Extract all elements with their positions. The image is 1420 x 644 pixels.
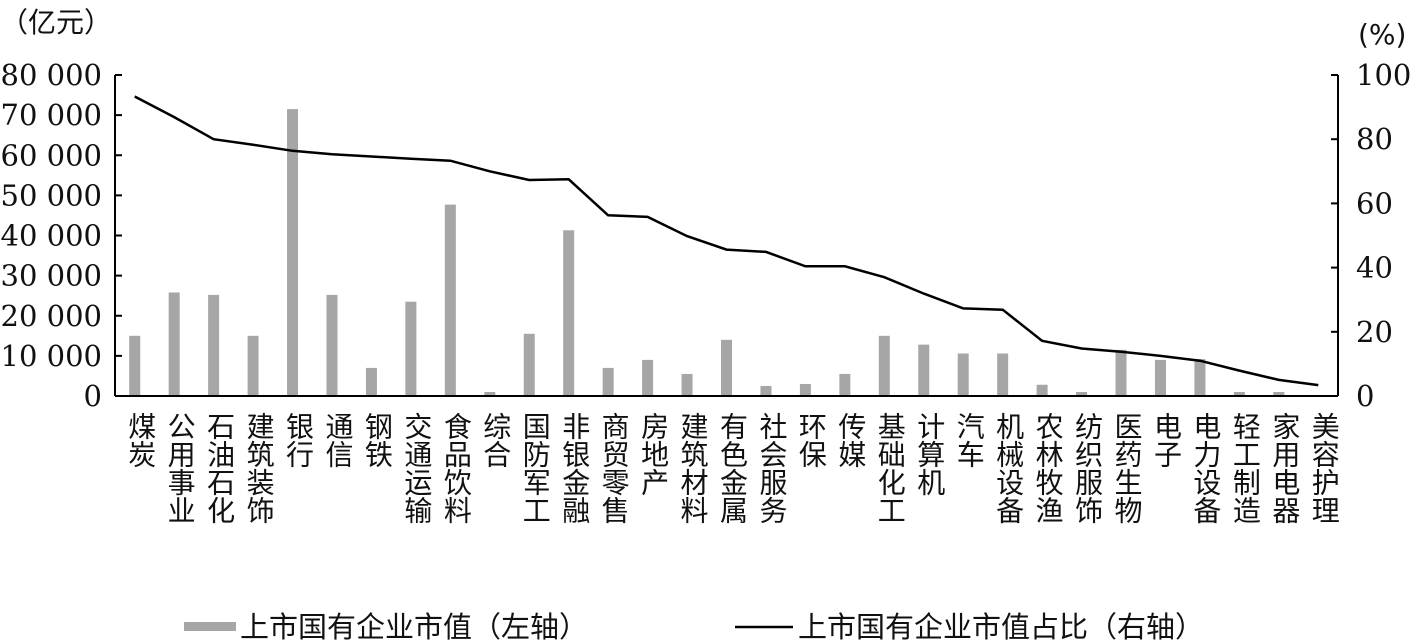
left-tick-label: 80 000 xyxy=(1,58,102,92)
bar xyxy=(721,339,732,396)
category-label: 建筑装饰 xyxy=(243,412,276,524)
bar xyxy=(444,204,456,396)
bar xyxy=(129,335,141,396)
right-tick-label: 100 xyxy=(1356,58,1411,92)
category-label: 基础化工 xyxy=(874,412,907,524)
category-label: 计算机 xyxy=(913,412,946,496)
right-axis-unit: (%) xyxy=(1358,18,1406,51)
bar xyxy=(642,359,654,396)
bar xyxy=(957,353,969,396)
category-label: 通信 xyxy=(321,412,354,468)
legend-bar-swatch xyxy=(184,622,236,631)
category-labels: 煤炭 公用事业 石油石化 建筑装饰 银行 通信 钢铁 交通运输 食品饮料 综合 国防军工 非银金融 商贸… xyxy=(124,412,1341,524)
bar xyxy=(168,292,180,396)
right-tick-label: 60 xyxy=(1356,186,1393,220)
bar xyxy=(523,333,535,396)
category-label: 非银金融 xyxy=(558,412,591,524)
category-label: 石油石化 xyxy=(203,412,236,524)
category-label: 国防军工 xyxy=(519,412,552,524)
category-label: 汽车 xyxy=(953,412,986,468)
bar xyxy=(326,294,338,396)
bar xyxy=(484,391,496,396)
category-label: 传媒 xyxy=(834,412,867,468)
category-label: 有色金属 xyxy=(716,412,749,524)
bar xyxy=(918,344,930,396)
bar xyxy=(997,353,1009,396)
category-label: 银行 xyxy=(282,412,315,468)
right-tick-label: 0 xyxy=(1356,379,1374,413)
left-tick-label: 20 000 xyxy=(1,299,102,333)
left-tick-label: 70 000 xyxy=(1,98,102,132)
category-label: 环保 xyxy=(795,412,828,468)
category-label: 商贸零售 xyxy=(598,412,631,524)
left-tick-label: 30 000 xyxy=(1,259,102,293)
right-tick-label: 40 xyxy=(1356,251,1393,285)
bar xyxy=(1115,349,1127,396)
category-label: 农林牧渔 xyxy=(1032,412,1065,524)
bar xyxy=(247,335,259,396)
category-label: 轻工制造 xyxy=(1229,412,1262,524)
category-label: 医药生物 xyxy=(1111,412,1144,524)
left-axis-unit: （亿元） xyxy=(0,6,112,39)
left-tick-label: 0 xyxy=(84,379,102,413)
category-label: 公用事业 xyxy=(164,412,197,524)
bar xyxy=(839,373,851,396)
left-tick-label: 10 000 xyxy=(1,339,102,373)
category-label: 社会服务 xyxy=(755,412,788,524)
category-label: 综合 xyxy=(479,412,512,468)
bar xyxy=(760,385,772,396)
right-y-ticks: 0 20 40 60 80 100 xyxy=(1331,58,1411,413)
bar xyxy=(878,335,890,396)
category-label: 建筑材料 xyxy=(677,412,710,524)
legend-bar-label: 上市国有企业市值（左轴） xyxy=(240,610,588,644)
category-label: 电力设备 xyxy=(1189,412,1222,524)
right-tick-label: 20 xyxy=(1356,315,1393,349)
category-label: 钢铁 xyxy=(361,412,394,468)
bar xyxy=(563,230,575,396)
legend-line-label: 上市国有企业市值占比（右轴） xyxy=(798,610,1204,644)
bar xyxy=(365,367,377,396)
bar xyxy=(287,109,299,396)
bar xyxy=(1233,391,1245,396)
bar xyxy=(208,294,220,396)
category-label: 美容护理 xyxy=(1308,412,1341,524)
bar xyxy=(602,367,614,396)
left-tick-label: 50 000 xyxy=(1,178,102,212)
left-tick-label: 60 000 xyxy=(1,138,102,172)
category-label: 交通运输 xyxy=(400,412,433,524)
left-y-ticks: 0 10 000 20 000 30 000 40 000 50 000 60 000 70 … xyxy=(1,58,122,413)
bar xyxy=(799,383,811,396)
category-label: 煤炭 xyxy=(124,412,157,468)
left-tick-label: 40 000 xyxy=(1,219,102,253)
bar xyxy=(681,373,693,396)
category-label: 房地产 xyxy=(637,412,670,496)
bar xyxy=(1273,391,1285,396)
bar xyxy=(1154,359,1166,396)
category-label: 机械设备 xyxy=(992,412,1025,524)
bar xyxy=(1194,359,1206,396)
bar-series xyxy=(129,109,1285,396)
bar xyxy=(1076,391,1088,396)
share-line-series xyxy=(134,95,1319,387)
bar xyxy=(405,301,417,396)
right-tick-label: 80 xyxy=(1356,122,1393,156)
bar xyxy=(1036,384,1048,396)
legend: 上市国有企业市值（左轴） 上市国有企业市值占比（右轴） xyxy=(184,610,1204,644)
category-label: 食品饮料 xyxy=(440,412,473,524)
category-label: 电子 xyxy=(1150,412,1183,468)
category-label: 家用电器 xyxy=(1268,412,1301,524)
category-label: 纺织服饰 xyxy=(1071,412,1104,524)
